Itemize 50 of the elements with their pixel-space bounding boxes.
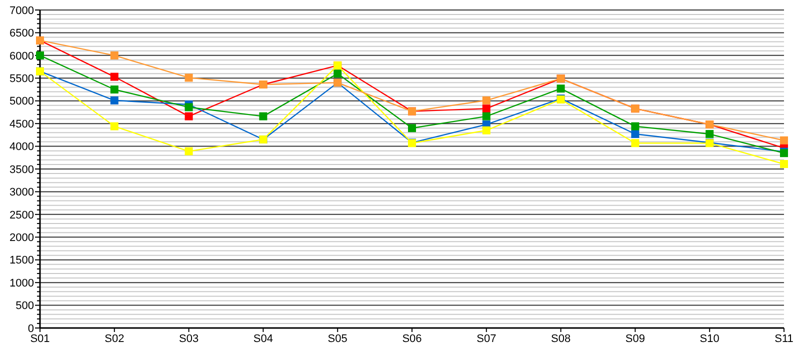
point: [184, 74, 193, 82]
point: [631, 139, 640, 148]
x-tick-label: S09: [625, 333, 645, 345]
point: [631, 122, 640, 130]
y-tick-label: 5500: [10, 72, 34, 85]
point: [482, 126, 490, 134]
point: [482, 104, 490, 113]
point: [184, 103, 193, 112]
y-tick-label: 6000: [10, 50, 34, 62]
point: [780, 160, 788, 168]
x-tick-label: S08: [551, 333, 571, 345]
y-tick-label: 1500: [10, 254, 34, 267]
y-tick-label: 2500: [10, 209, 34, 222]
point: [259, 112, 268, 120]
point: [706, 130, 714, 138]
x-tick-label: S07: [476, 333, 496, 345]
point: [110, 51, 118, 60]
point: [184, 147, 193, 156]
x-tick-label: S04: [253, 333, 273, 345]
point: [110, 96, 118, 104]
point: [110, 122, 118, 130]
point: [482, 96, 490, 104]
y-tick-label: 6500: [10, 28, 34, 40]
x-tick-label: S06: [402, 333, 422, 345]
y-tick-label: 5000: [10, 96, 34, 108]
y-tick-label: 4000: [10, 141, 34, 154]
x-tick-label: S03: [179, 333, 199, 345]
x-tick-label: S02: [104, 333, 124, 345]
x-tick-label: S05: [328, 333, 348, 345]
point: [556, 84, 565, 93]
y-tick-label: 0: [28, 322, 34, 335]
y-tick-label: 2000: [10, 232, 34, 244]
y-tick-label: 3000: [10, 186, 34, 199]
point: [631, 130, 640, 138]
point: [334, 70, 342, 78]
point: [110, 86, 118, 94]
y-tick-label: 3500: [10, 164, 34, 176]
y-tick-label: 4500: [10, 118, 34, 130]
point: [36, 51, 44, 60]
point: [184, 112, 193, 120]
point: [110, 72, 118, 81]
point: [408, 124, 416, 132]
point: [780, 136, 788, 144]
y-tick-label: 1000: [10, 277, 34, 290]
x-tick-label: S10: [700, 333, 720, 345]
y-tick-label: 500: [16, 300, 34, 312]
x-tick-label: S01: [30, 333, 50, 345]
point: [482, 112, 490, 120]
y-tick-label: 7000: [10, 4, 34, 17]
x-tick-label: S11: [774, 333, 794, 345]
